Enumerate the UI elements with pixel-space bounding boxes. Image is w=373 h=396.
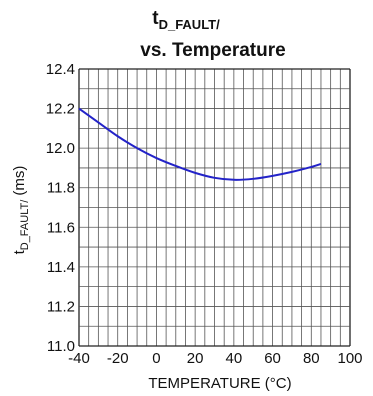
grid [78,68,351,347]
chart-title: tD_FAULT/ [152,8,220,32]
x-tick-label: 20 [187,350,204,367]
x-tick-label: 60 [264,350,281,367]
y-tick-label: 11.0 [47,338,75,355]
title-subscript: D_FAULT/ [159,17,221,32]
y-axis-label: tD_FAULT/ (ms) [11,166,31,255]
x-tick-label: 40 [226,350,243,367]
tick-labels: -40 -20 0 20 40 60 80 100 11.0 11.2 11.4 11.6 11.8 12… [46,61,363,367]
y-tick-label: 11.4 [47,259,75,276]
y-tick-label: 12.4 [46,61,75,78]
ylabel-unit: (ms) [11,166,28,200]
series-line [78,107,322,181]
ylabel-subscript: D_FAULT/ [19,199,31,250]
x-tick-label: 0 [152,350,160,367]
y-tick-label: 12.2 [46,101,75,118]
x-axis-label: TEMPERATURE (°C) [148,375,291,392]
y-tick-label: 12.0 [46,140,75,157]
x-tick-label: -20 [107,350,129,367]
x-tick-label: 100 [337,350,362,367]
y-tick-label: 11.6 [47,219,75,236]
series-layer [78,107,322,181]
ylabel-main: t [11,249,28,254]
x-tick-label: -40 [68,350,90,367]
y-tick-label: 11.8 [47,180,75,197]
y-tick-label: 11.2 [47,298,75,315]
chart-title-line2: vs. Temperature [140,40,285,61]
x-tick-label: 80 [303,350,320,367]
title-main: t [152,8,159,29]
